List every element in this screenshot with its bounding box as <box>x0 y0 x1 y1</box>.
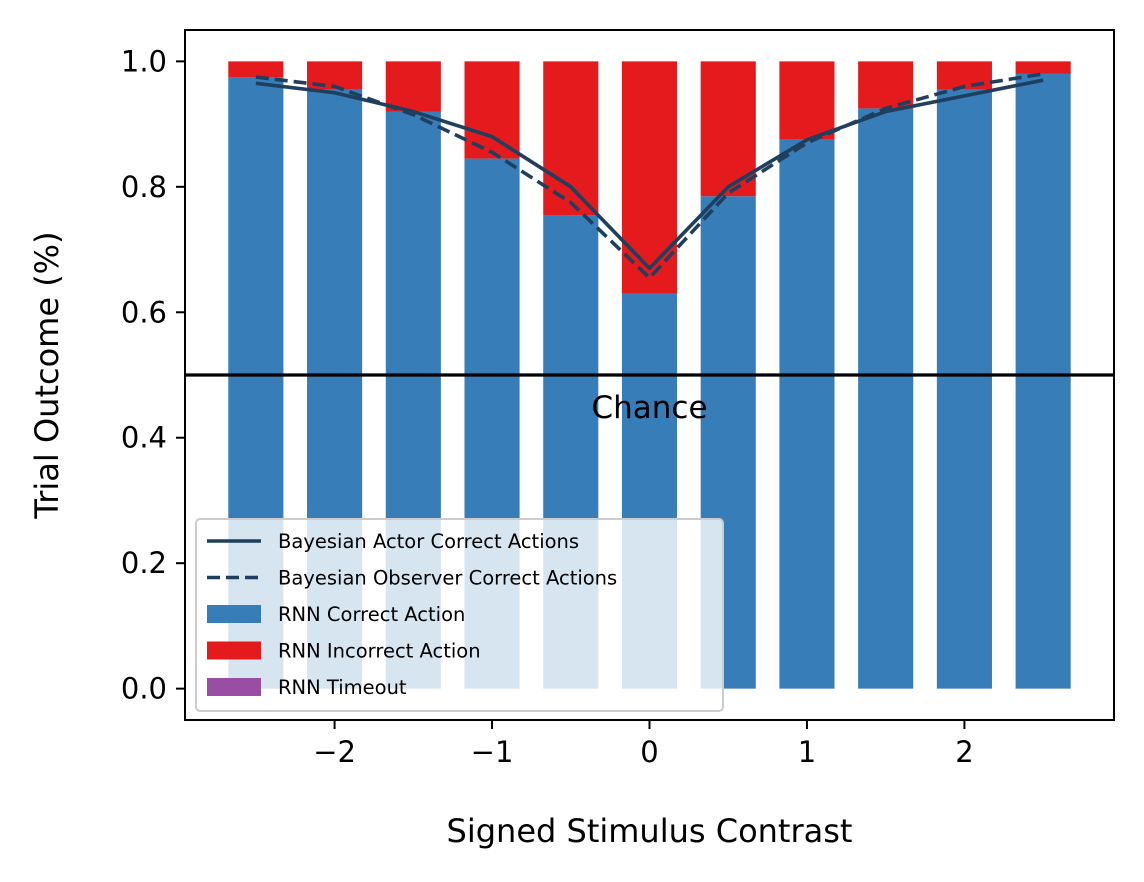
chance-label: Chance <box>591 390 707 426</box>
legend: Bayesian Actor Correct Actions Bayesian O… <box>195 518 724 712</box>
x-tick-label: 1 <box>798 735 816 769</box>
x-ticks: −2 −1 0 1 2 <box>313 720 974 769</box>
x-tick-label: −2 <box>313 735 356 769</box>
bar-correct <box>779 139 835 689</box>
x-axis-label: Signed Stimulus Contrast <box>447 812 853 850</box>
y-tick-label: 0.6 <box>121 295 167 329</box>
bar-incorrect <box>228 61 284 78</box>
y-tick-label: 1.0 <box>121 44 167 78</box>
bars-layer <box>228 61 1071 689</box>
legend-label: RNN Incorrect Action <box>278 640 481 663</box>
x-tick-label: 0 <box>640 735 658 769</box>
legend-box <box>195 518 724 712</box>
y-tick-label: 0.0 <box>121 672 167 706</box>
bar-correct <box>858 108 914 689</box>
x-tick-label: −1 <box>471 735 514 769</box>
legend-patch-swatch <box>207 605 261 623</box>
legend-patch-swatch <box>207 641 261 660</box>
x-tick-label: 2 <box>955 735 973 769</box>
bar-incorrect <box>1015 61 1071 74</box>
bar-incorrect <box>621 61 678 294</box>
bar-incorrect <box>385 61 441 112</box>
y-axis-label: Trial Outcome (%) <box>28 231 66 519</box>
bar-incorrect <box>858 61 914 109</box>
y-tick-label: 0.8 <box>121 170 167 204</box>
y-ticks: 0.0 0.2 0.4 0.6 0.8 1.0 <box>121 44 185 706</box>
legend-label: Bayesian Actor Correct Actions <box>278 530 579 553</box>
lines-layer <box>255 72 1044 280</box>
y-tick-label: 0.2 <box>121 546 167 580</box>
legend-label: RNN Timeout <box>278 676 407 699</box>
bar-correct <box>1015 73 1071 689</box>
bar-incorrect <box>779 61 835 140</box>
bar-incorrect <box>543 61 599 216</box>
legend-label: Bayesian Observer Correct Actions <box>278 567 617 590</box>
bar-correct <box>936 89 992 689</box>
legend-patch-swatch <box>207 678 261 696</box>
observer-line <box>255 72 1044 280</box>
reference-layer: Chance <box>185 373 1114 426</box>
y-tick-label: 0.4 <box>121 421 167 455</box>
legend-label: RNN Correct Action <box>278 603 465 626</box>
